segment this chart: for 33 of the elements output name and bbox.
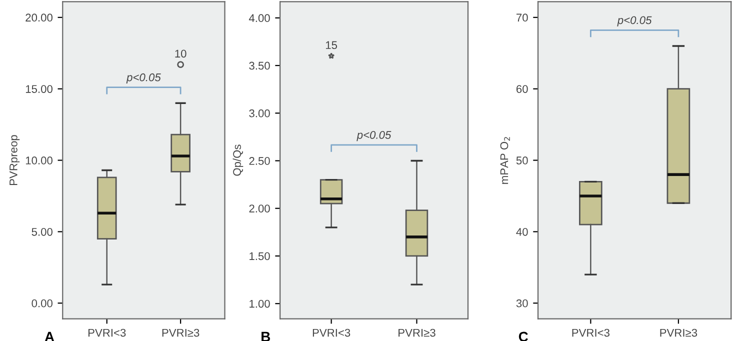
- y-tick-label: 10.00: [26, 156, 52, 164]
- y-axis-title: PVRpreop: [10, 135, 20, 185]
- y-tick-label: 1.50: [250, 252, 270, 260]
- annotation: p<0.05: [126, 73, 161, 84]
- y-tick-label: 70: [516, 14, 528, 22]
- y-axis-title: Qp/Qs: [232, 144, 244, 176]
- y-tick-label: 2.50: [249, 157, 270, 165]
- y-tick-label: 50: [516, 156, 528, 164]
- x-tick-label: PVRI<3: [88, 328, 126, 337]
- x-tick-label: PVRI<3: [572, 328, 610, 337]
- y-tick-label: 2.00: [249, 204, 270, 212]
- y-tick-label: 5.00: [32, 228, 52, 236]
- text: A: [44, 332, 54, 341]
- annotation: 10: [175, 50, 186, 58]
- y-tick-label: 30: [516, 299, 528, 308]
- y-tick-label: 4.00: [248, 14, 270, 22]
- annotation: p<0.05: [617, 16, 652, 26]
- x-tick-label: PVRI≥3: [398, 328, 436, 337]
- text: B: [262, 332, 270, 341]
- y-tick-label: 20.00: [26, 14, 52, 22]
- x-tick-label: PVRI≥3: [162, 328, 200, 337]
- x-tick-label: PVRI<3: [312, 328, 350, 337]
- y-tick-label: 15.00: [26, 85, 52, 93]
- x-tick-label: PVRI≥3: [660, 328, 698, 337]
- y-tick-label: 60: [516, 85, 528, 93]
- y-tick-label: 1.00: [250, 300, 270, 308]
- y-tick-label: 40: [516, 228, 528, 236]
- y-tick-label: 3.50: [249, 62, 270, 70]
- annotation: 15: [326, 41, 338, 50]
- y-tick-label: 0.00: [32, 299, 52, 308]
- annotation: p<0.05: [356, 131, 392, 142]
- y-tick-label: 3.00: [249, 109, 270, 118]
- y-axis-title: mPAP O$_{2}$: [500, 137, 510, 184]
